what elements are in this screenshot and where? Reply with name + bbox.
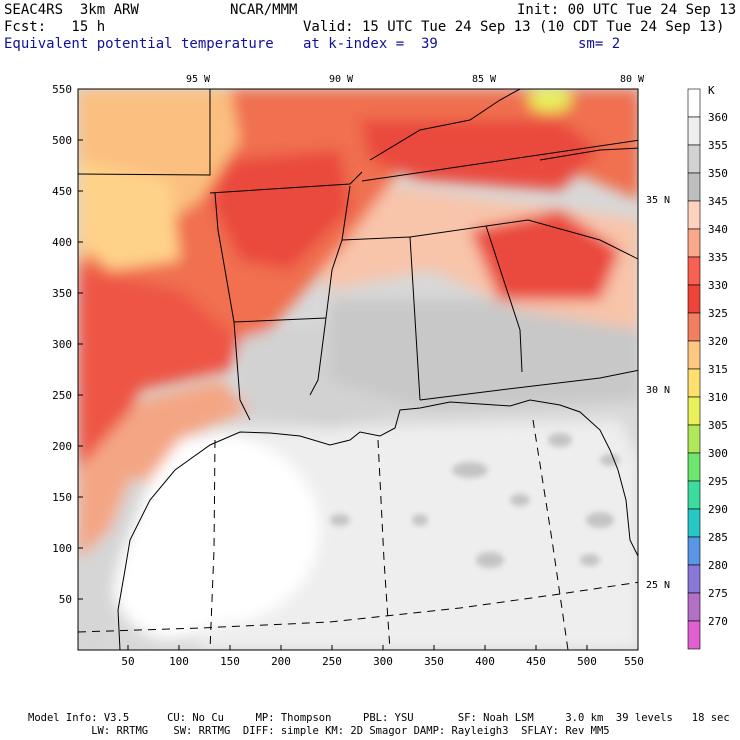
colorbar-swatch [687,480,701,510]
colorbar-swatch [687,228,701,258]
colorbar-swatch [687,620,701,650]
map-field [78,89,638,650]
x-tick-label: 350 [424,655,444,668]
x-tick-label: 450 [526,655,546,668]
y-tick-label: 500 [52,134,72,147]
colorbar-label: 325 [708,307,728,320]
y-tick-label: 300 [52,338,72,351]
valid-time: Valid: 15 UTC Tue 24 Sep 13 (10 CDT Tue … [303,19,725,35]
colorbar-swatch [687,424,701,454]
colorbar-swatch [687,508,701,538]
level-label: at k-index = 39 [303,36,438,52]
lon-label: 90 W [329,74,354,85]
x-tick-label: 250 [322,655,342,668]
colorbar-label: 310 [708,391,728,404]
coastline [117,147,638,650]
colorbar-label: 295 [708,475,728,488]
field-name: Equivalent potential temperature [4,36,274,52]
state-boundaries [78,89,638,421]
x-tick-label: 400 [475,655,495,668]
lat-label: 35 N [646,195,670,206]
lat-lon-grid [78,419,638,650]
colorbar-label: 285 [708,531,728,544]
x-tick-labels: 50 100 150 200 250 300 350 400 450 500 5… [121,655,644,668]
colorbar-label: 320 [708,335,728,348]
colorbar-swatch [687,396,701,426]
y-tick-label: 400 [52,236,72,249]
x-tick-label: 500 [577,655,597,668]
colorbar-label: 335 [708,251,728,264]
model-info-line2: LW: RRTMG SW: RRTMG DIFF: simple KM: 2D … [28,725,610,737]
y-tick-labels: 550 500 450 400 350 300 250 200 150 100 … [52,83,72,606]
colorbar-swatch [687,88,701,118]
colorbar-label: 300 [708,447,728,460]
init-time: Init: 00 UTC Tue 24 Sep 13 [517,2,737,18]
colorbar-label: 340 [708,223,728,236]
colorbar-swatch [687,284,701,314]
x-tick-label: 300 [373,655,393,668]
colorbar-label: 290 [708,503,728,516]
colorbar-swatch [687,256,701,286]
x-tick-label: 200 [271,655,291,668]
colorbar: K 360 355 350 345 340 335 330 325 320 315 310 305 30… [687,84,728,650]
forecast-hour: Fcst: 15 h [4,19,106,35]
colorbar-label: 270 [708,615,728,628]
tick-marks [78,88,639,650]
colorbar-label: 345 [708,195,728,208]
smoothing-label: sm= 2 [578,36,621,52]
colorbar-unit: K [708,84,715,97]
colorbar-swatch [687,200,701,230]
colorbar-swatch [687,116,701,146]
colorbar-swatch [687,452,701,482]
colorbar-swatch [687,340,701,370]
colorbar-swatch [687,592,701,622]
lon-label: 80 W [620,74,645,85]
lat-label: 30 N [646,385,670,396]
y-tick-label: 200 [52,440,72,453]
colorbar-label: 330 [708,279,728,292]
x-tick-label: 50 [121,655,134,668]
plot-frame [77,88,639,651]
colorbar-label: 355 [708,139,728,152]
colorbar-label: 275 [708,587,728,600]
y-tick-label: 100 [52,542,72,555]
model-title: SEAC4RS 3km ARW [4,2,139,18]
x-tick-label: 550 [624,655,644,668]
colorbar-swatch [687,368,701,398]
convection-speckles [330,433,620,568]
longitude-labels: 95 W 90 W 85 W 80 W [186,74,645,85]
x-tick-label: 150 [220,655,240,668]
colorbar-label: 315 [708,363,728,376]
colorbar-label: 350 [708,167,728,180]
y-tick-label: 150 [52,491,72,504]
colorbar-swatch [687,312,701,342]
y-tick-label: 450 [52,185,72,198]
colorbar-swatch [687,536,701,566]
colorbar-label: 280 [708,559,728,572]
colorbar-swatch [687,564,701,594]
lon-label: 85 W [472,74,497,85]
y-tick-label: 350 [52,287,72,300]
colorbar-label: 360 [708,111,728,124]
center-name: NCAR/MMM [230,2,298,18]
colorbar-swatch [687,144,701,174]
y-tick-label: 50 [59,593,72,606]
colorbar-swatch [687,172,701,202]
latitude-labels: 35 N 30 N 25 N [646,195,670,591]
lat-label: 25 N [646,580,670,591]
model-info-line1: Model Info: V3.5 CU: No Cu MP: Thompson … [28,712,730,724]
colorbar-label: 305 [708,419,728,432]
x-tick-label: 100 [169,655,189,668]
y-tick-label: 550 [52,83,72,96]
y-tick-label: 250 [52,389,72,402]
lon-label: 95 W [186,74,211,85]
